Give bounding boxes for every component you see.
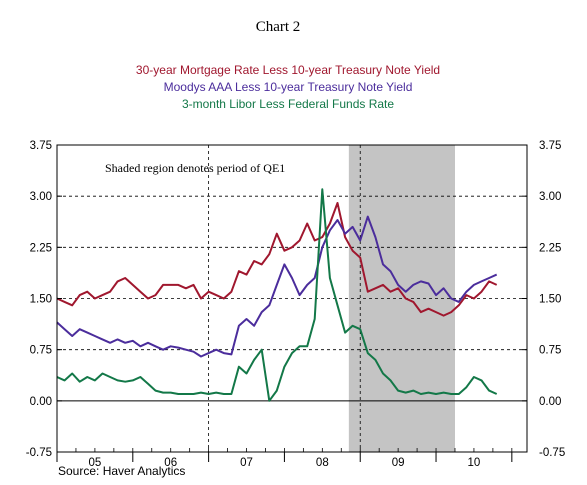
annotation-text: Shaded region denotes period of QE1 [105, 161, 285, 175]
y-tick-label-left: 3.75 [30, 140, 52, 152]
series-lines [56, 188, 498, 402]
y-tick-label-right: 0.75 [539, 345, 561, 357]
y-tick-label-right: 3.75 [539, 140, 561, 152]
y-tick-label-left: -0.75 [26, 447, 52, 459]
x-tick-label: 07 [240, 457, 253, 469]
legend-entry-mortgage: 30-year Mortgage Rate Less 10-year Treas… [136, 63, 440, 77]
y-tick-label-right: 1.50 [539, 294, 561, 306]
series-line-mortgage [56, 202, 498, 317]
x-tick-label: 08 [316, 457, 329, 469]
y-tick-label-right: -0.75 [539, 447, 565, 459]
y-axis-left: 3.75 3.00 2.25 1.50 0.75 0.00 -0.75 [26, 140, 62, 459]
chart-title: Chart 2 [256, 19, 301, 35]
x-axis: 05 06 07 08 09 10 [56, 448, 513, 469]
y-tick-label-right: 0.00 [539, 396, 561, 408]
gridlines [57, 195, 527, 351]
legend-entry-libor: 3-month Libor Less Federal Funds Rate [182, 97, 394, 111]
legend-entry-moodys: Moodys AAA Less 10-year Treasury Note Yi… [164, 80, 413, 94]
x-tick-label: 06 [164, 457, 177, 469]
y-tick-label-left: 2.25 [30, 242, 52, 254]
x-tick-label: 10 [468, 457, 481, 469]
series-line-moodys [56, 215, 498, 358]
source-text: Source: Haver Analytics [58, 464, 185, 478]
y-tick-label-left: 3.00 [30, 191, 52, 203]
y-axis-right: 3.75 3.00 2.25 1.50 0.75 0.00 -0.75 [522, 140, 565, 459]
x-tick-label: 05 [89, 457, 102, 469]
x-tick-label: 09 [392, 457, 405, 469]
y-tick-label-left: 0.75 [30, 345, 52, 357]
y-tick-label-right: 2.25 [539, 242, 561, 254]
y-tick-label-left: 0.00 [30, 396, 52, 408]
y-tick-label-left: 1.50 [30, 294, 52, 306]
y-tick-label-right: 3.00 [539, 191, 561, 203]
series-line-libor [56, 188, 498, 402]
